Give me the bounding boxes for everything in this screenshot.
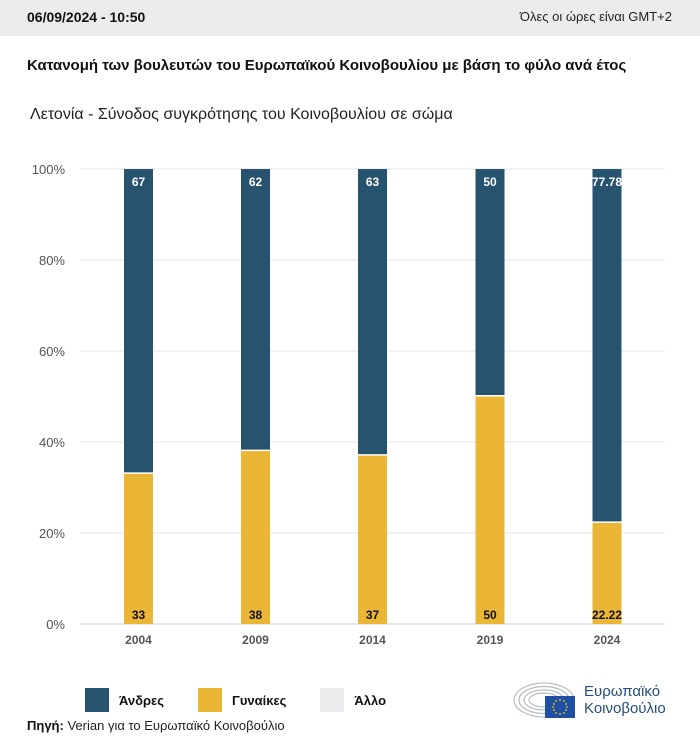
data-label-men: 50 [483, 175, 497, 189]
bar-men-2009 [241, 169, 270, 450]
data-label-women: 37 [366, 608, 380, 622]
datetime-stamp: 06/09/2024 - 10:50 [27, 9, 146, 25]
legend-label-men: Άνδρες [119, 692, 164, 708]
y-axis-ticks: 0% 20% 40% 60% 80% 100% [32, 162, 66, 632]
y-tick-label: 40% [39, 435, 65, 450]
bars: 67 33 62 38 63 37 50 50 77.78 22.22 [124, 169, 622, 624]
chart-title: Κατανομή των βουλευτών του Ευρωπαϊκού Κο… [27, 57, 627, 74]
y-tick-label: 100% [32, 162, 66, 177]
x-tick-label: 2024 [594, 633, 621, 647]
data-label-women: 50 [483, 608, 497, 622]
data-label-women: 22.22 [592, 608, 622, 622]
logo-line-2: Κοινοβούλιο [584, 700, 666, 717]
source-label: Πηγή: [27, 718, 64, 733]
x-tick-label: 2014 [359, 633, 386, 647]
y-tick-label: 60% [39, 344, 65, 359]
legend: Άνδρες Γυναίκες Άλλο [85, 688, 420, 712]
x-tick-label: 2019 [477, 633, 504, 647]
legend-label-women: Γυναίκες [232, 692, 287, 708]
bar-men-2019 [475, 169, 505, 395]
source-note: Πηγή: Verian για το Ευρωπαϊκό Κοινοβούλι… [27, 718, 285, 733]
data-label-women: 38 [249, 608, 263, 622]
bar-women-2009 [241, 451, 270, 624]
logo-line-1: Ευρωπαϊκό [584, 683, 661, 700]
x-tick-label: 2009 [242, 633, 269, 647]
legend-item-other[interactable]: Άλλο [320, 688, 386, 712]
bar-women-2014 [358, 455, 387, 624]
legend-item-women[interactable]: Γυναίκες [198, 688, 286, 712]
y-tick-label: 80% [39, 253, 65, 268]
eu-flag-icon [545, 696, 575, 718]
y-tick-label: 0% [46, 617, 65, 632]
european-parliament-logo: Ευρωπαϊκό Κοινοβούλιο [512, 680, 666, 720]
timezone-note: Όλες οι ώρες είναι GMT+2 [519, 9, 672, 24]
source-text: Verian για το Ευρωπαϊκό Κοινοβούλιο [67, 718, 285, 733]
logo-wordmark: Ευρωπαϊκό Κοινοβούλιο [584, 683, 666, 717]
bar-men-2004 [124, 169, 153, 473]
y-tick-label: 20% [39, 526, 65, 541]
legend-swatch-other [320, 688, 345, 712]
bar-women-2019 [475, 396, 505, 624]
bar-women-2024 [592, 522, 622, 624]
legend-swatch-men [85, 688, 109, 712]
legend-item-men[interactable]: Άνδρες [85, 688, 164, 712]
bar-men-2014 [358, 169, 387, 455]
data-label-men: 63 [366, 175, 380, 189]
data-label-men: 62 [249, 175, 263, 189]
bar-women-2004 [124, 473, 153, 624]
stacked-bar-chart: 0% 20% 40% 60% 80% 100% 67 33 62 38 63 37 50 50 77.78… [32, 162, 665, 647]
data-label-women: 33 [132, 608, 146, 622]
x-tick-label: 2004 [125, 633, 152, 647]
legend-swatch-women [198, 688, 222, 712]
legend-label-other: Άλλο [354, 692, 387, 708]
header-bar: 06/09/2024 - 10:50 Όλες οι ώρες είναι GM… [0, 0, 700, 36]
chart-subtitle: Λετονία - Σύνοδος συγκρότησης του Κοινοβ… [30, 106, 453, 123]
x-axis-ticks: 2004 2009 2014 2019 2024 [125, 633, 621, 647]
bar-men-2024 [592, 169, 622, 522]
parliament-hemicycle-icon [513, 682, 575, 718]
data-label-men: 77.78 [592, 175, 622, 189]
data-label-men: 67 [132, 175, 146, 189]
